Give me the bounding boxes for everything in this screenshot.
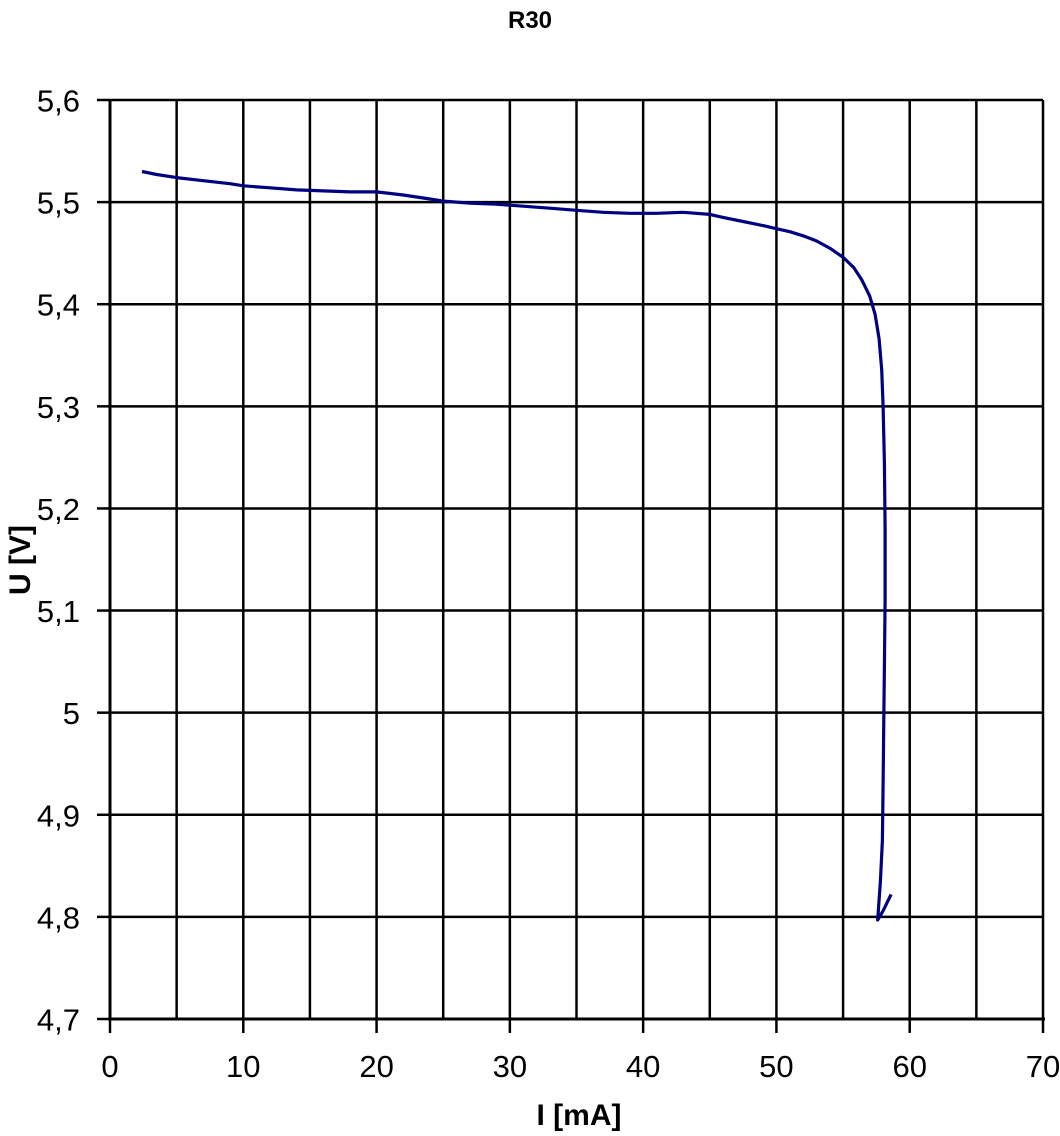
x-axis-tick-labels: 0 10 20 30 40 50 60 70 <box>101 1049 1060 1084</box>
x-tick-label: 40 <box>626 1049 660 1084</box>
y-tick-label: 5,1 <box>37 594 80 629</box>
x-tick-label: 70 <box>1026 1049 1060 1084</box>
x-tick-label: 50 <box>759 1049 793 1084</box>
y-tick-label: 5,3 <box>37 390 80 425</box>
y-tick-label: 5,4 <box>37 288 80 323</box>
y-tick-label: 5,5 <box>37 186 80 221</box>
y-tick-label: 4,9 <box>37 798 80 833</box>
x-tick-label: 30 <box>493 1049 527 1084</box>
y-tick-label: 5,6 <box>37 84 80 119</box>
y-tick-label: 5,2 <box>37 492 80 527</box>
axis-lines <box>108 100 1045 1021</box>
x-tick-label: 0 <box>101 1049 118 1084</box>
x-tick-label: 60 <box>892 1049 926 1084</box>
y-tick-label: 4,8 <box>37 900 80 935</box>
x-tick-label: 20 <box>359 1049 393 1084</box>
y-axis-title: U [V] <box>4 525 37 595</box>
y-tick-label: 5 <box>63 696 80 731</box>
y-tick-label: 4,7 <box>37 1003 80 1038</box>
axis-tick-marks <box>97 98 1045 1033</box>
y-axis-tick-labels: 5,6 5,5 5,4 5,3 5,2 5,1 5 4,9 4,8 4,7 <box>37 84 80 1038</box>
gridlines <box>108 98 1045 1021</box>
x-tick-label: 10 <box>226 1049 260 1084</box>
chart-title: R30 <box>508 7 552 34</box>
series-line-r30 <box>141 169 893 922</box>
x-axis-title: I [mA] <box>537 1099 622 1132</box>
